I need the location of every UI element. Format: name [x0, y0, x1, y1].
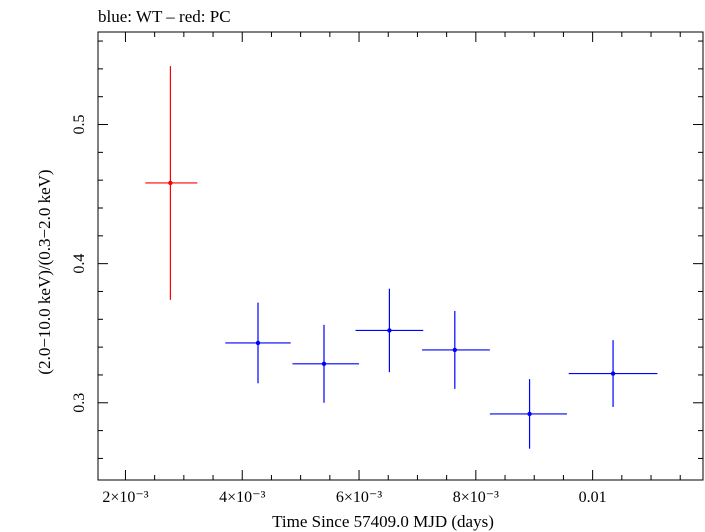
x-tick-label: 4×10⁻³ [219, 489, 265, 506]
point-marker [610, 371, 616, 376]
point-marker [168, 180, 173, 186]
point-marker [527, 411, 532, 417]
y-tick-label: 0.3 [71, 393, 88, 413]
plot-frame [97, 31, 704, 481]
x-tick-label: 0.01 [579, 489, 607, 506]
data-point [292, 324, 360, 403]
axis-ticks: 2×10⁻³ 4×10⁻³ 6×10⁻³ 8×10⁻³ 0.01 0.3 0.4 0.5 [71, 32, 703, 506]
y-tick-label: 0.5 [71, 115, 88, 135]
point-marker [452, 347, 458, 353]
x-axis-label: Time Since 57409.0 MJD (days) [272, 512, 494, 531]
data-point [145, 66, 198, 300]
point-marker [255, 340, 261, 346]
data-point [568, 340, 658, 407]
data-point [422, 310, 490, 389]
data-point [355, 288, 424, 373]
x-tick-label: 6×10⁻³ [336, 489, 382, 506]
data-point [225, 302, 291, 384]
point-marker [321, 361, 327, 367]
x-tick-label: 2×10⁻³ [102, 489, 148, 506]
y-tick-label: 0.4 [71, 254, 88, 274]
point-marker [387, 328, 392, 333]
x-tick-label: 8×10⁻³ [453, 489, 499, 506]
y-axis-label: (2.0−10.0 keV)/(0.3−2.0 keV) [35, 169, 54, 374]
chart-title: blue: WT – red: PC [98, 7, 231, 26]
data-point [489, 379, 567, 449]
data-points [145, 66, 658, 449]
